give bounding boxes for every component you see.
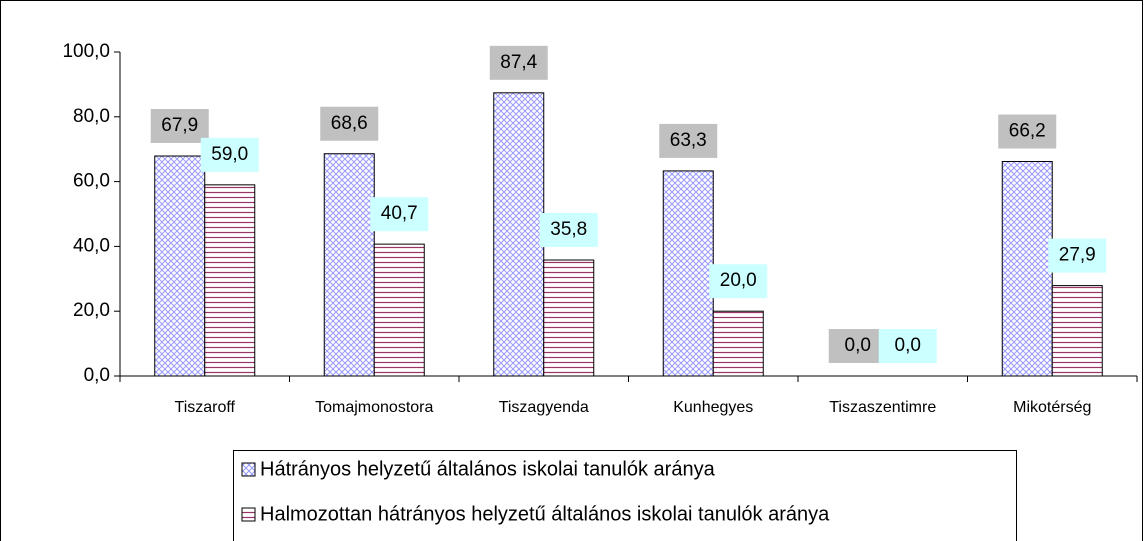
- value-label-bg: [539, 213, 598, 248]
- value-label-bg: [200, 137, 259, 172]
- value-label: 20,0: [720, 270, 757, 291]
- bar: [543, 259, 595, 377]
- bar: [1001, 161, 1053, 377]
- legend-swatch: [241, 462, 256, 477]
- y-tick-label: 80,0: [73, 106, 110, 127]
- bar: [204, 184, 256, 377]
- value-label: 87,4: [500, 52, 537, 73]
- legend-label: Halmozottan hátrányos helyzetű általános…: [260, 503, 830, 525]
- value-label: 35,8: [550, 219, 587, 240]
- value-label: 63,3: [670, 130, 707, 151]
- y-tick-label: 40,0: [73, 235, 110, 256]
- value-label: 59,0: [211, 144, 248, 165]
- value-label: 40,7: [381, 203, 418, 224]
- x-tick-label: Tiszagyenda: [499, 399, 589, 416]
- bar: [373, 243, 425, 377]
- legend-swatch: [241, 507, 256, 522]
- bar: [154, 155, 206, 377]
- value-label-bg: [878, 329, 937, 363]
- value-label: 0,0: [895, 335, 921, 356]
- y-tick-label: 0,0: [84, 365, 110, 386]
- y-tick-label: 100,0: [62, 41, 110, 62]
- value-label: 68,6: [331, 113, 368, 134]
- value-label-bg: [370, 197, 429, 232]
- bar: [712, 310, 764, 377]
- bar: [1051, 285, 1103, 377]
- value-label: 66,2: [1009, 121, 1046, 142]
- value-label-bg: [150, 109, 209, 144]
- bar: [493, 92, 545, 377]
- value-label-bg: [320, 106, 379, 141]
- bar: [662, 170, 714, 377]
- value-label-bg: [998, 114, 1057, 149]
- bar: [323, 153, 375, 377]
- value-label: 0,0: [845, 335, 871, 356]
- value-label-bg: [489, 45, 548, 80]
- value-label-bg: [828, 329, 887, 363]
- value-label: 67,9: [161, 115, 198, 136]
- legend-label: Hátrányos helyzetű általános iskolai tan…: [260, 458, 716, 480]
- legend-box: [233, 450, 1017, 541]
- x-tick-label: Tiszaroff: [175, 399, 236, 416]
- value-label: 27,9: [1059, 245, 1096, 266]
- y-tick-label: 20,0: [73, 300, 110, 321]
- x-tick-label: Mikotérség: [1013, 399, 1091, 416]
- x-tick-label: Tiszaszentimre: [829, 399, 936, 416]
- value-label-bg: [1048, 238, 1107, 273]
- value-label-bg: [659, 123, 718, 158]
- x-tick-label: Tomajmonostora: [315, 399, 433, 416]
- x-tick-label: Kunhegyes: [673, 399, 753, 416]
- value-label-bg: [709, 264, 768, 299]
- y-tick-label: 60,0: [73, 171, 110, 192]
